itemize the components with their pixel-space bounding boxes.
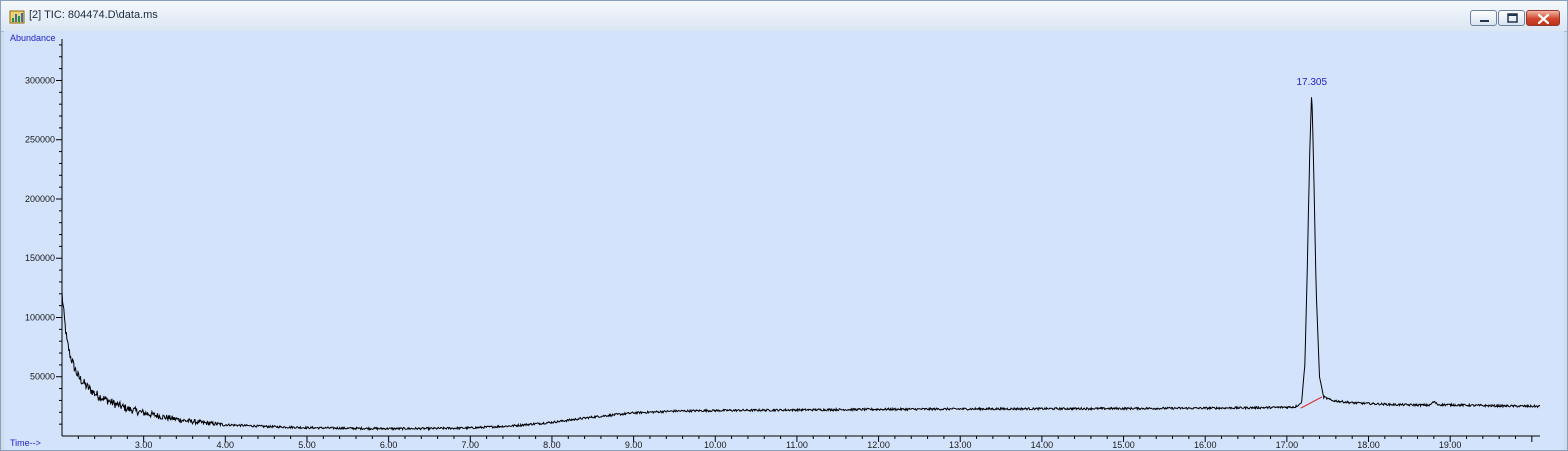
x-tick-label: 14.00 xyxy=(1031,440,1054,450)
window-title: [2] TIC: 804474.D\data.ms xyxy=(29,9,158,21)
x-tick-label: 12.00 xyxy=(867,440,890,450)
labels: Abundance Time--> 50000 100000 150000 200000 2… xyxy=(10,33,1461,450)
x-tick-label: 19.00 xyxy=(1439,440,1462,450)
y-tick-label: 200000 xyxy=(25,194,55,204)
axes xyxy=(56,39,1540,442)
minimize-button[interactable] xyxy=(1470,10,1497,26)
x-tick-label: 10.00 xyxy=(704,440,727,450)
title-bar[interactable]: [2] TIC: 804474.D\data.ms xyxy=(1,1,1567,32)
x-tick-label: 15.00 xyxy=(1112,440,1135,450)
y-tick-label: 300000 xyxy=(25,75,55,85)
chromatogram-chart[interactable]: Abundance Time--> 50000 100000 150000 200000 2… xyxy=(4,31,1564,450)
y-axis-title: Abundance xyxy=(10,33,56,43)
integration-baseline xyxy=(1300,396,1323,409)
x-tick-label: 18.00 xyxy=(1357,440,1380,450)
close-icon xyxy=(1537,13,1550,25)
x-tick-label: 13.00 xyxy=(949,440,972,450)
x-tick-label: 8.00 xyxy=(543,440,561,450)
x-tick-label: 3.00 xyxy=(135,440,153,450)
chromatogram-app-icon[interactable] xyxy=(9,9,25,25)
maximize-icon xyxy=(1507,13,1518,23)
x-tick-label: 11.00 xyxy=(786,440,808,450)
y-tick-label: 100000 xyxy=(25,312,55,322)
peak-label: 17.305 xyxy=(1296,77,1327,88)
x-tick-label: 16.00 xyxy=(1194,440,1217,450)
x-tick-label: 6.00 xyxy=(380,440,398,450)
plot-area[interactable]: Abundance Time--> 50000 100000 150000 200000 2… xyxy=(4,31,1564,450)
y-tick-label: 150000 xyxy=(25,253,55,263)
close-button[interactable] xyxy=(1526,10,1560,26)
x-tick-label: 9.00 xyxy=(625,440,643,450)
y-tick-label: 250000 xyxy=(25,135,55,145)
maximize-button[interactable] xyxy=(1498,10,1525,26)
x-axis-title: Time--> xyxy=(10,438,41,448)
traces xyxy=(61,97,1541,432)
x-tick-label: 4.00 xyxy=(217,440,235,450)
y-tick-label: 50000 xyxy=(30,372,55,382)
tic-trace xyxy=(61,97,1541,432)
minimize-icon xyxy=(1480,20,1489,22)
x-tick-label: 5.00 xyxy=(298,440,316,450)
x-tick-label: 7.00 xyxy=(462,440,480,450)
x-tick-label: 17.00 xyxy=(1276,440,1299,450)
